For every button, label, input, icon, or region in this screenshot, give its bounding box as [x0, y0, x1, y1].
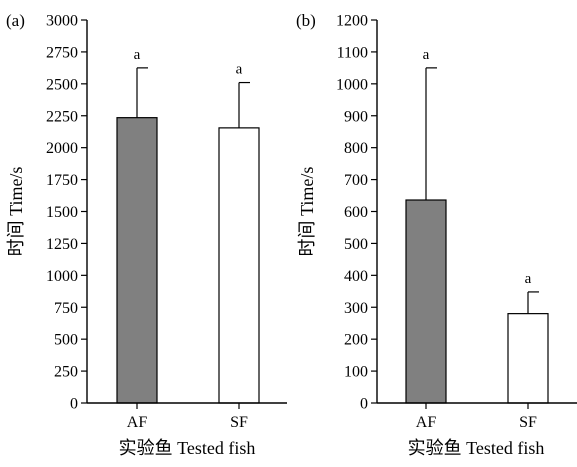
x-axis-title: 实验鱼 Tested fish [408, 438, 545, 458]
y-axis-title: 时间 Time/s [6, 167, 26, 257]
y-tick-label: 100 [344, 364, 368, 381]
y-tick-label: 1000 [336, 76, 368, 93]
bar-sf [218, 127, 260, 404]
y-tick-label: 1750 [46, 172, 78, 189]
y-tick-label: 500 [344, 236, 368, 253]
y-tick-label: 3000 [46, 13, 78, 30]
bar-af [405, 199, 447, 404]
panel-label: (b) [296, 11, 316, 30]
significance-label-af: a [134, 47, 141, 63]
x-tick-label: AF [416, 414, 437, 431]
y-tick-label: 1200 [336, 13, 368, 30]
panel-label: (a) [6, 11, 25, 30]
x-tick-label: SF [230, 414, 248, 431]
panel-a: (a) a AF a SF 0 250 500 750 1000 1250 1500 1750 2000 2… [6, 11, 287, 458]
y-tick-label: 2500 [46, 76, 78, 93]
bar-sf [507, 313, 549, 404]
significance-label-sf: a [525, 271, 532, 287]
y-tick-label: 1500 [46, 204, 78, 221]
y-tick-label: 750 [54, 300, 78, 317]
x-axis-title: 实验鱼 Tested fish [119, 438, 256, 458]
y-tick-label: 800 [344, 140, 368, 157]
y-tick-label: 2250 [46, 108, 78, 125]
bar-af [116, 117, 158, 404]
x-tick-label: SF [519, 414, 537, 431]
y-tick-label: 900 [344, 108, 368, 125]
y-tick-label: 500 [54, 332, 78, 349]
y-axis-title: 时间 Time/s [297, 167, 317, 257]
y-tick-label: 1000 [46, 268, 78, 285]
y-tick-label: 300 [344, 300, 368, 317]
panel-b: (b) a AF a SF 0 100 200 300 400 500 600 700 800 900 100… [296, 11, 577, 458]
y-tick-label: 2750 [46, 44, 78, 61]
significance-label-sf: a [236, 62, 243, 78]
y-tick-label: 700 [344, 172, 368, 189]
y-tick-label: 2000 [46, 140, 78, 157]
y-tick-label: 200 [344, 332, 368, 349]
y-tick-label: 0 [70, 396, 78, 413]
x-tick-label: AF [127, 414, 148, 431]
significance-label-af: a [423, 47, 430, 63]
y-tick-label: 400 [344, 268, 368, 285]
y-tick-label: 600 [344, 204, 368, 221]
y-tick-label: 1250 [46, 236, 78, 253]
y-tick-label: 1100 [337, 44, 368, 61]
y-tick-label: 250 [54, 364, 78, 381]
y-tick-label: 0 [360, 396, 368, 413]
